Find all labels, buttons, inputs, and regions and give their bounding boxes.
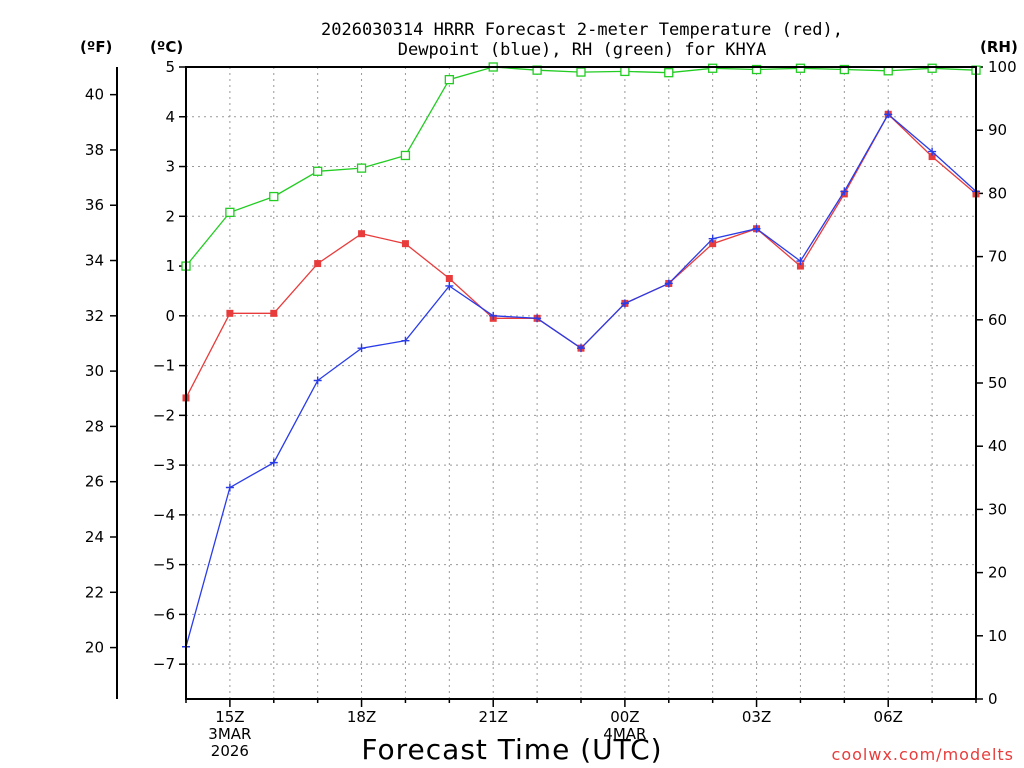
dewpoint-point (401, 336, 410, 345)
celsius-tick-label: 5 (165, 58, 175, 76)
rh-tick-label: 0 (988, 690, 998, 708)
chart-title-line2: Dewpoint (blue), RH (green) for KHYA (398, 40, 766, 60)
dewpoint-point (489, 311, 498, 320)
dewpoint-point (313, 376, 322, 385)
temperature-point (928, 153, 936, 161)
fahrenheit-tick-label: 38 (85, 141, 104, 159)
dewpoint-point (840, 187, 849, 196)
celsius-tick-label: 2 (165, 207, 175, 225)
dewpoint-point (533, 314, 542, 323)
fahrenheit-tick-label: 20 (85, 639, 104, 657)
rh-point (927, 63, 937, 73)
rh-tick-label: 20 (988, 564, 1007, 582)
fahrenheit-axis: 40 38 36 34 32 30 28 26 24 22 20 (85, 67, 118, 699)
rh-tick-label: 10 (988, 627, 1007, 645)
fahrenheit-tick-label: 26 (85, 473, 104, 491)
dewpoint-point (269, 458, 278, 467)
rh-point (444, 74, 454, 85)
rh-point (620, 66, 630, 77)
dewpoint-point (708, 234, 717, 243)
temperature-point (270, 309, 278, 317)
celsius-tick-label: 1 (165, 257, 175, 275)
x-tick-label: 18Z (347, 708, 376, 726)
rh-point (400, 150, 411, 161)
celsius-tick-label: 3 (165, 158, 175, 176)
celsius-tick-label: −7 (153, 655, 175, 673)
rh-tick-label: 40 (988, 437, 1007, 455)
rh-point (576, 67, 586, 77)
grid-lines (186, 67, 976, 700)
chart-title-line1: 2026030314 HRRR Forecast 2-meter Tempera… (321, 20, 843, 40)
rh-unit-label: (RH) (980, 38, 1018, 56)
temperature-point (445, 274, 453, 282)
dewpoint-point (357, 344, 366, 353)
rh-point (356, 163, 367, 173)
temperature-point (314, 260, 322, 268)
temperature-point (796, 262, 804, 270)
celsius-tick-label: −2 (153, 406, 175, 424)
rh-point (795, 63, 806, 73)
dewpoint-point (752, 224, 761, 233)
dewpoint-point (796, 257, 805, 266)
dewpoint-point (664, 279, 673, 288)
plot-frame (185, 66, 977, 700)
celsius-tick-label: 0 (165, 307, 175, 325)
dewpoint-point (884, 110, 893, 119)
rh-tick-label: 50 (988, 374, 1007, 392)
x-tick-label: 00Z (610, 708, 639, 726)
x-tick-label: 2026 (211, 742, 249, 760)
rh-tick-label: 70 (988, 248, 1007, 266)
rh-point (225, 207, 235, 218)
fahrenheit-tick-label: 36 (85, 196, 104, 214)
credit-text: coolwx.com/modelts (832, 745, 1014, 764)
dewpoint-point (225, 483, 234, 492)
x-tick-label: 4MAR (603, 725, 646, 743)
fahrenheit-tick-label: 30 (85, 362, 104, 380)
dewpoint-point (445, 281, 454, 290)
rh-point (664, 68, 674, 78)
dewpoint-point (928, 147, 937, 156)
x-tick-label: 3MAR (208, 725, 251, 743)
x-tick-label: 15Z (215, 708, 244, 726)
fahrenheit-tick-label: 32 (85, 307, 104, 325)
temperature-point (709, 240, 717, 248)
temperature-point (226, 309, 234, 317)
rh-tick-label: 90 (988, 121, 1007, 139)
x-axis-label: Forecast Time (UTC) (361, 733, 662, 766)
fahrenheit-tick-label: 34 (85, 252, 104, 270)
celsius-tick-label: −1 (153, 357, 175, 375)
dewpoint-point (577, 344, 585, 353)
dewpoint-point (620, 299, 629, 308)
rh-point (751, 64, 762, 75)
celsius-axis: 5 4 3 2 1 0 −1 −2 −3 −4 −5 −6 −7 (153, 58, 186, 673)
celsius-tick-label: −3 (153, 456, 175, 474)
celsius-tick-label: −5 (153, 556, 175, 574)
fahrenheit-tick-label: 22 (85, 583, 104, 601)
rh-tick-label: 80 (988, 184, 1007, 202)
rh-point (313, 166, 323, 176)
fahrenheit-tick-label: 40 (85, 86, 104, 104)
celsius-tick-label: −6 (153, 605, 175, 623)
x-tick-label: 21Z (479, 708, 508, 726)
fahrenheit-tick-label: 28 (85, 417, 104, 435)
rh-point (269, 191, 279, 202)
x-tick-label: 06Z (874, 708, 903, 726)
celsius-tick-label: 4 (165, 108, 175, 126)
rh-point (839, 64, 849, 75)
celsius-unit-label: (ºC) (150, 38, 183, 56)
temperature-point (358, 230, 366, 238)
fahrenheit-tick-label: 24 (85, 528, 104, 546)
x-tick-label: 03Z (742, 708, 771, 726)
rh-tick-label: 60 (988, 311, 1007, 329)
celsius-tick-label: −4 (153, 506, 175, 524)
rh-tick-label: 30 (988, 500, 1007, 518)
rh-tick-label: 100 (988, 58, 1017, 76)
rh-point (708, 63, 718, 73)
temperature-point (401, 240, 409, 248)
fahrenheit-unit-label: (ºF) (80, 38, 112, 56)
